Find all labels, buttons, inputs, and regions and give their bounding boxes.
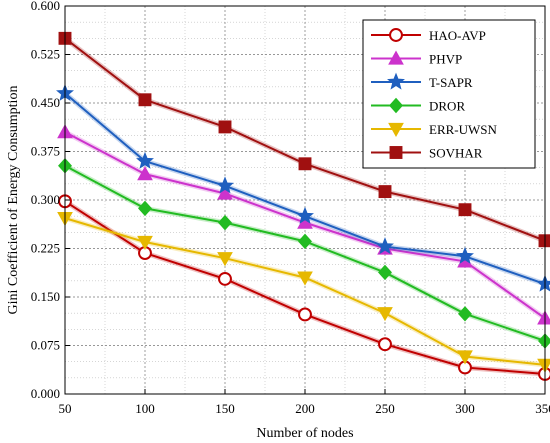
x-tick-label: 50 (59, 401, 72, 416)
data-point (137, 166, 153, 181)
data-point (216, 176, 234, 194)
data-point (376, 237, 394, 255)
series-err-uwsn (57, 212, 550, 373)
series-sovhar (58, 31, 550, 248)
y-tick-label: 0.225 (31, 241, 60, 256)
data-point (538, 333, 550, 349)
series-hao-avp (58, 194, 550, 381)
data-point (138, 93, 152, 107)
legend-item: ERR-UWSN (371, 122, 498, 138)
data-point (296, 206, 314, 224)
data-point (136, 151, 154, 169)
y-tick-label: 0.525 (31, 47, 60, 62)
y-axis-ticks: 0.000 0.075 0.150 0.225 0.300 0.375 0.450 0.525… (31, 0, 70, 401)
data-point (298, 157, 312, 171)
data-point (298, 307, 312, 322)
data-point (218, 214, 232, 231)
y-tick-label: 0.375 (31, 144, 60, 159)
legend-marker (389, 97, 403, 114)
legend-label: ERR-UWSN (429, 122, 498, 137)
data-point (456, 246, 474, 264)
x-axis-ticks: 50 100 150 200 250 300 350 (59, 389, 550, 416)
series-dror (58, 157, 550, 349)
y-tick-label: 0.150 (31, 289, 60, 304)
data-point (217, 185, 233, 200)
legend-label: SOVHAR (429, 146, 483, 161)
legend-marker (388, 122, 404, 138)
data-point (138, 200, 152, 217)
data-point (377, 307, 393, 322)
legend-item: T-SAPR (371, 72, 473, 90)
y-tick-label: 0.450 (31, 95, 60, 110)
x-tick-label: 100 (135, 401, 155, 416)
data-point (536, 274, 550, 292)
x-tick-label: 300 (455, 401, 475, 416)
legend-label: T-SAPR (429, 75, 473, 90)
legend: HAO-AVP PHVP T-SAPR DROR ERR-UWSN SOVHAR (362, 19, 536, 169)
x-axis-label: Number of nodes (256, 426, 353, 441)
legend-label: PHVP (429, 52, 462, 67)
y-tick-label: 0.000 (31, 386, 60, 401)
y-tick-label: 0.300 (31, 192, 60, 207)
legend-box (362, 19, 536, 169)
x-tick-label: 200 (295, 401, 315, 416)
series-t-sapr (56, 83, 550, 292)
legend-marker (389, 28, 403, 42)
legend-marker (389, 146, 403, 159)
y-tick-label: 0.600 (31, 0, 60, 13)
data-point (137, 235, 153, 251)
legend-marker (388, 50, 404, 65)
data-point (378, 185, 392, 199)
legend-item: DROR (371, 97, 465, 114)
data-point (298, 233, 312, 250)
data-point (378, 264, 392, 281)
legend-label: DROR (429, 99, 465, 114)
data-point (217, 252, 233, 267)
y-tick-label: 0.075 (31, 338, 60, 353)
y-axis-label: Gini Coefficient of Energy Consumption (6, 86, 21, 315)
legend-marker (387, 72, 405, 90)
x-tick-label: 150 (215, 401, 235, 416)
series-layer (56, 31, 550, 381)
legend-item: PHVP (371, 50, 462, 67)
legend-item: SOVHAR (371, 146, 483, 161)
x-tick-label: 350 (535, 401, 550, 416)
data-point (218, 271, 232, 286)
data-point (457, 350, 473, 365)
legend-item: HAO-AVP (371, 28, 486, 43)
data-point (378, 337, 392, 352)
data-point (458, 203, 472, 217)
data-point (218, 120, 232, 134)
x-tick-label: 250 (375, 401, 395, 416)
data-point (458, 306, 472, 322)
data-point (297, 271, 313, 286)
legend-label: HAO-AVP (429, 28, 486, 43)
